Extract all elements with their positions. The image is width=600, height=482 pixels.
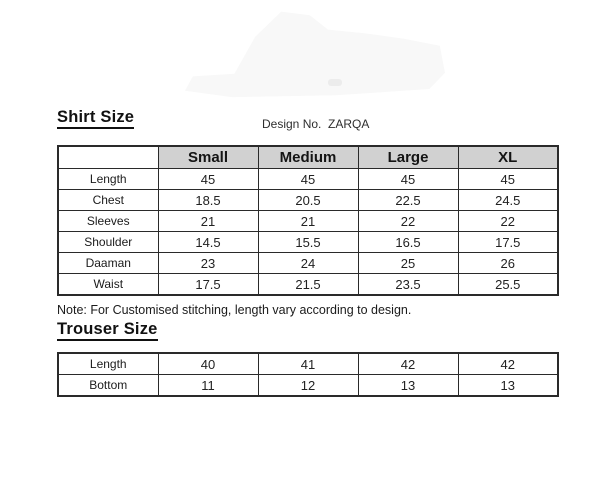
row-label: Bottom — [57, 374, 159, 397]
size-value-cell: 11 — [157, 374, 259, 397]
row-label: Length — [57, 352, 159, 375]
size-value-cell: 22 — [357, 210, 459, 232]
size-value-cell: 14.5 — [157, 231, 259, 253]
size-value-cell: 17.5 — [157, 273, 259, 296]
size-value-cell: 24.5 — [457, 189, 559, 211]
row-label: Waist — [57, 273, 159, 296]
column-header-large: Large — [357, 145, 459, 169]
row-label: Daaman — [57, 252, 159, 274]
size-value-cell: 24 — [257, 252, 359, 274]
shirt-row-daaman: Daaman 23 24 25 26 — [57, 252, 559, 274]
row-label: Chest — [57, 189, 159, 211]
trouser-row-bottom: Bottom 11 12 13 13 — [57, 374, 559, 397]
column-header-small: Small — [157, 145, 259, 169]
size-value-cell: 42 — [357, 352, 459, 375]
size-value-cell: 21 — [257, 210, 359, 232]
size-value-cell: 15.5 — [257, 231, 359, 253]
size-value-cell: 45 — [257, 168, 359, 190]
column-header-medium: Medium — [257, 145, 359, 169]
stitching-note: Note: For Customised stitching, length v… — [57, 303, 412, 317]
size-value-cell: 45 — [157, 168, 259, 190]
size-value-cell: 21 — [157, 210, 259, 232]
faint-watermark — [185, 11, 445, 98]
shirt-row-sleeves: Sleeves 21 21 22 22 — [57, 210, 559, 232]
size-value-cell: 12 — [257, 374, 359, 397]
size-value-cell: 22 — [457, 210, 559, 232]
size-value-cell: 13 — [457, 374, 559, 397]
size-value-cell: 25.5 — [457, 273, 559, 296]
corner-cell — [57, 145, 159, 169]
size-value-cell: 45 — [357, 168, 459, 190]
shirt-row-length: Length 45 45 45 45 — [57, 168, 559, 190]
size-value-cell: 40 — [157, 352, 259, 375]
size-value-cell: 18.5 — [157, 189, 259, 211]
trouser-size-table: Length 40 41 42 42 Bottom 11 12 13 13 — [57, 352, 559, 397]
size-value-cell: 16.5 — [357, 231, 459, 253]
shirt-size-table: Small Medium Large XL Length 45 45 45 45… — [57, 145, 559, 296]
row-label: Shoulder — [57, 231, 159, 253]
watermark-speck — [328, 79, 342, 86]
trouser-row-length: Length 40 41 42 42 — [57, 352, 559, 375]
size-value-cell: 22.5 — [357, 189, 459, 211]
size-value-cell: 20.5 — [257, 189, 359, 211]
size-value-cell: 13 — [357, 374, 459, 397]
row-label: Sleeves — [57, 210, 159, 232]
size-value-cell: 17.5 — [457, 231, 559, 253]
size-value-cell: 23 — [157, 252, 259, 274]
size-value-cell: 23.5 — [357, 273, 459, 296]
size-value-cell: 26 — [457, 252, 559, 274]
shirt-table-header-row: Small Medium Large XL — [57, 145, 559, 169]
row-label: Length — [57, 168, 159, 190]
size-value-cell: 25 — [357, 252, 459, 274]
shirt-size-heading: Shirt Size — [57, 108, 135, 130]
shirt-row-shoulder: Shoulder 14.5 15.5 16.5 17.5 — [57, 231, 559, 253]
design-no-label: Design No. ZARQA — [262, 117, 370, 131]
size-value-cell: 45 — [457, 168, 559, 190]
shirt-row-waist: Waist 17.5 21.5 23.5 25.5 — [57, 273, 559, 296]
size-value-cell: 21.5 — [257, 273, 359, 296]
column-header-xl: XL — [457, 145, 559, 169]
size-value-cell: 41 — [257, 352, 359, 375]
size-value-cell: 42 — [457, 352, 559, 375]
shirt-row-chest: Chest 18.5 20.5 22.5 24.5 — [57, 189, 559, 211]
trouser-size-heading: Trouser Size — [57, 320, 158, 342]
